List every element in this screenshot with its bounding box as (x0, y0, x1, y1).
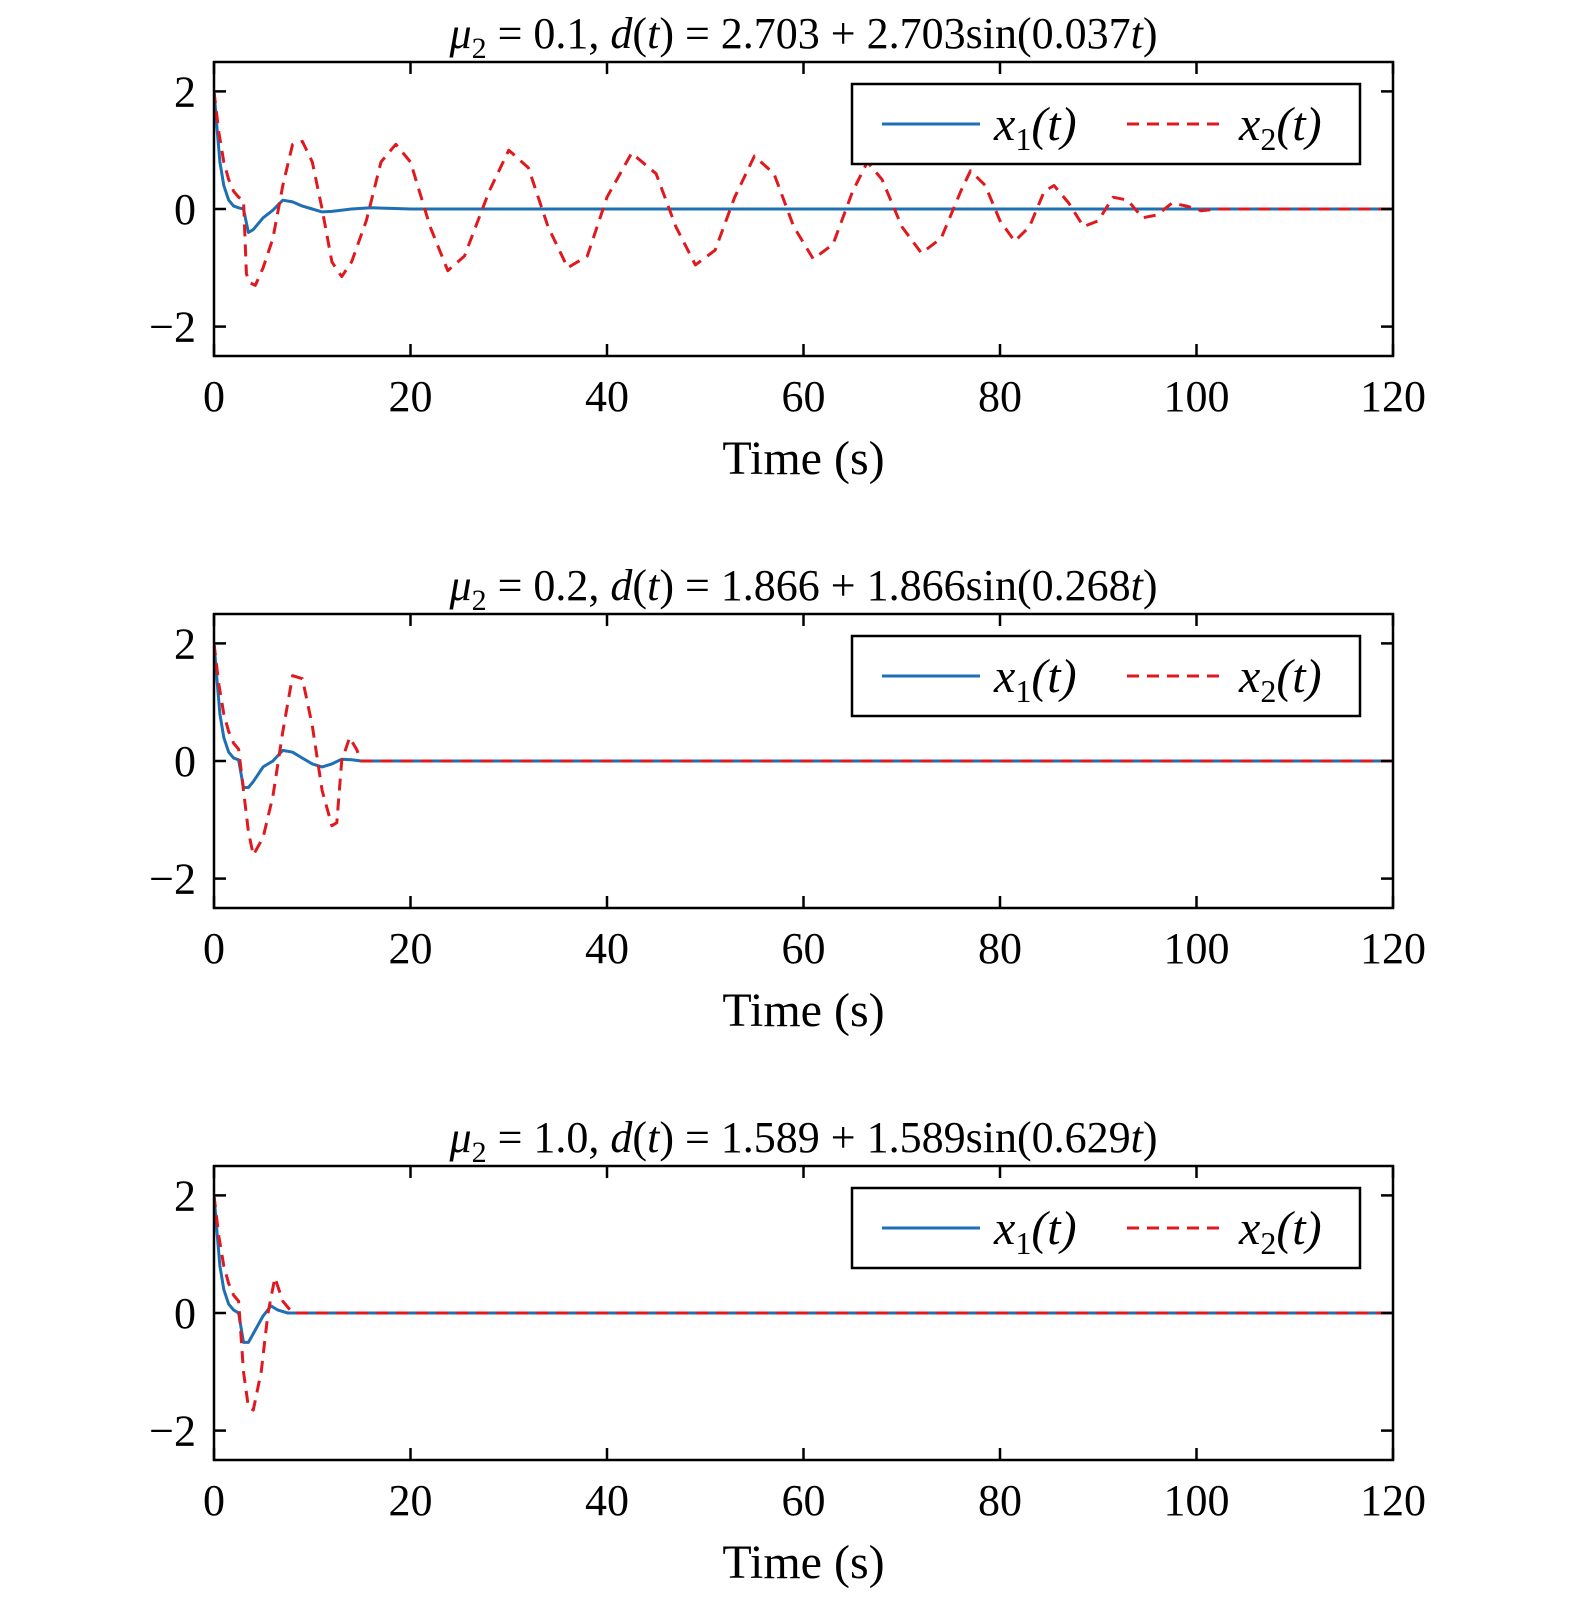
series-line-x2 (214, 91, 1393, 287)
x-tick-label: 20 (389, 924, 433, 973)
x-tick-label: 60 (782, 372, 826, 421)
x-tick-label: 40 (585, 924, 629, 973)
y-tick-label: 0 (174, 1289, 196, 1338)
x-tick-label: 40 (585, 1476, 629, 1525)
legend: x1(t) x2(t) (850, 634, 1362, 718)
y-tick-label: 0 (174, 185, 196, 234)
x-tick-label: 120 (1360, 924, 1426, 973)
x-axis-label: Time (s) (722, 432, 884, 485)
chart-panel-1: μ2 = 0.1, d(t) = 2.703 + 2.703sin(0.037t… (149, 9, 1426, 485)
series-line-x1 (214, 643, 1393, 789)
legend-label-x2: x2(t) (1238, 98, 1322, 157)
x-tick-label: 0 (203, 924, 225, 973)
x-tick-label: 0 (203, 372, 225, 421)
x-tick-label: 60 (782, 924, 826, 973)
legend-label-x2: x2(t) (1238, 1202, 1322, 1261)
x-tick-label: 80 (978, 1476, 1022, 1525)
chart-title: μ2 = 1.0, d(t) = 1.589 + 1.589sin(0.629t… (449, 1113, 1158, 1169)
x-tick-label: 100 (1164, 924, 1230, 973)
y-tick-label: 2 (174, 67, 196, 116)
legend: x1(t) x2(t) (850, 82, 1362, 166)
x-tick-label: 60 (782, 1476, 826, 1525)
x-tick-label: 80 (978, 372, 1022, 421)
legend-label-x2: x2(t) (1238, 650, 1322, 709)
chart-panel-3: μ2 = 1.0, d(t) = 1.589 + 1.589sin(0.629t… (149, 1113, 1426, 1589)
series-line-x1 (214, 91, 1393, 234)
series-line-x2 (214, 643, 1393, 857)
x-tick-label: 40 (585, 372, 629, 421)
x-tick-label: 80 (978, 924, 1022, 973)
chart-title: μ2 = 0.1, d(t) = 2.703 + 2.703sin(0.037t… (449, 9, 1158, 65)
x-tick-label: 100 (1164, 1476, 1230, 1525)
legend-label-x1: x1(t) (993, 650, 1077, 709)
y-tick-label: −2 (149, 855, 196, 904)
x-tick-label: 0 (203, 1476, 225, 1525)
chart-panel-2: μ2 = 0.2, d(t) = 1.866 + 1.866sin(0.268t… (149, 561, 1426, 1037)
y-tick-label: −2 (149, 1407, 196, 1456)
legend: x1(t) x2(t) (850, 1186, 1362, 1270)
x-tick-label: 20 (389, 1476, 433, 1525)
y-tick-label: −2 (149, 303, 196, 352)
x-tick-label: 20 (389, 372, 433, 421)
y-tick-label: 2 (174, 619, 196, 668)
chart-title: μ2 = 0.2, d(t) = 1.866 + 1.866sin(0.268t… (449, 561, 1158, 617)
y-tick-label: 2 (174, 1171, 196, 1220)
x-tick-label: 120 (1360, 1476, 1426, 1525)
x-axis-label: Time (s) (722, 984, 884, 1037)
x-tick-label: 100 (1164, 372, 1230, 421)
series-line-x2 (214, 1195, 1393, 1412)
series-line-x1 (214, 1195, 1393, 1344)
legend-label-x1: x1(t) (993, 98, 1077, 157)
x-axis-label: Time (s) (722, 1536, 884, 1589)
legend-label-x1: x1(t) (993, 1202, 1077, 1261)
y-tick-label: 0 (174, 737, 196, 786)
x-tick-label: 120 (1360, 372, 1426, 421)
